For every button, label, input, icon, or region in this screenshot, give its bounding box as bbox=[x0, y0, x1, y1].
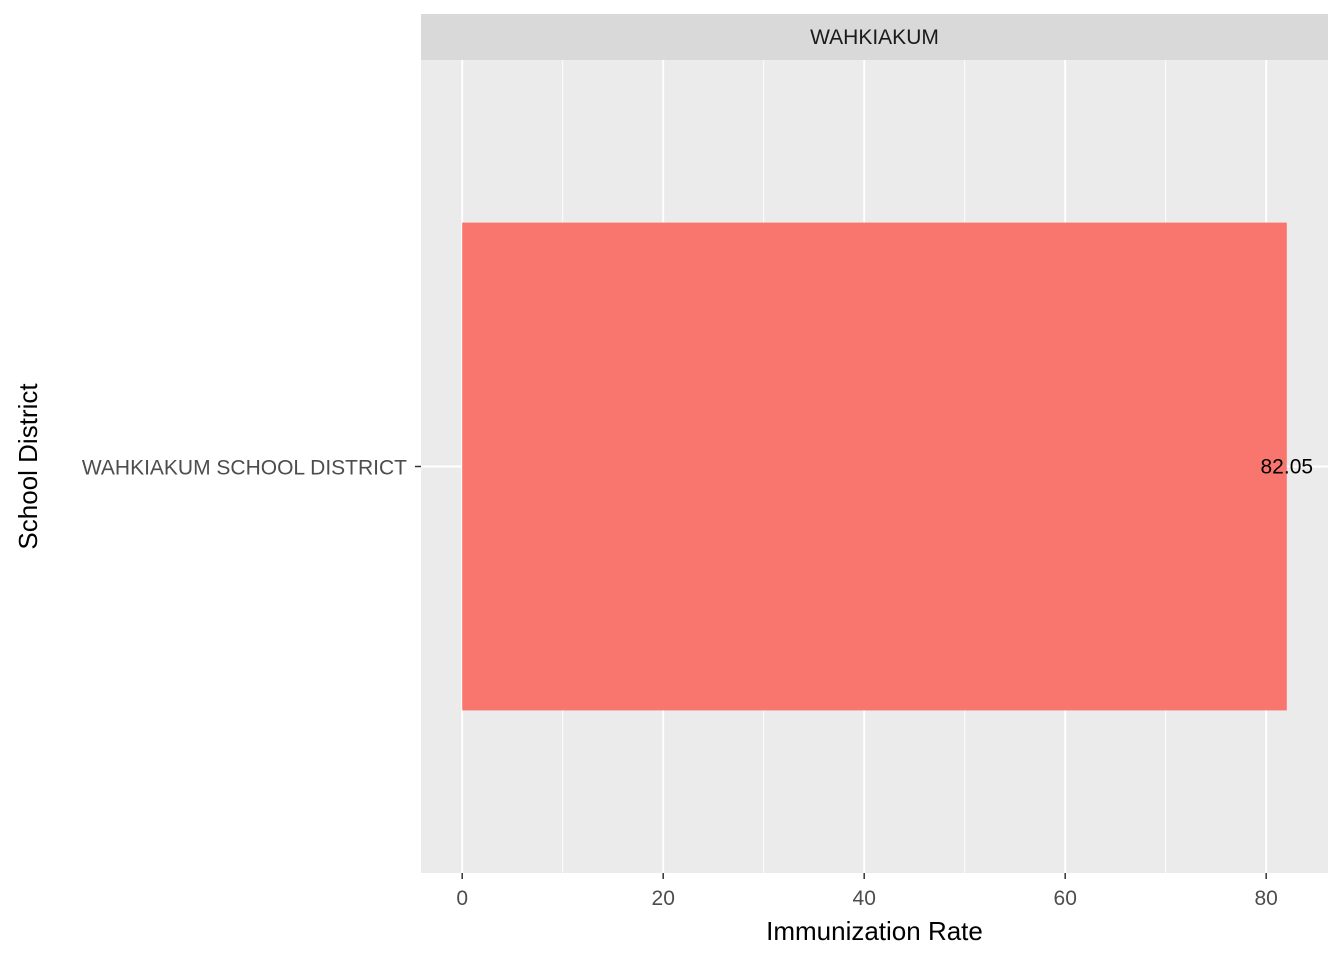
facet-strip bbox=[421, 14, 1328, 60]
x-tick-label: 0 bbox=[456, 887, 468, 910]
bar bbox=[462, 222, 1287, 711]
data-labels: 82.05 bbox=[1261, 456, 1314, 479]
x-tick-label: 40 bbox=[853, 887, 876, 910]
x-axis-title: Immunization Rate bbox=[766, 916, 983, 946]
facet-strip-label: WAHKIAKUM bbox=[810, 26, 939, 49]
y-axis-title: School District bbox=[13, 383, 43, 550]
y-axis-ticks: WAHKIAKUM SCHOOL DISTRICT bbox=[82, 457, 421, 480]
bars bbox=[462, 222, 1287, 711]
x-tick-label: 20 bbox=[652, 887, 675, 910]
data-label: 82.05 bbox=[1261, 456, 1314, 479]
x-tick-label: 80 bbox=[1255, 887, 1278, 910]
x-axis-ticks: 0 20 40 60 80 bbox=[456, 873, 1278, 910]
x-tick-label: 60 bbox=[1054, 887, 1077, 910]
y-tick-label: WAHKIAKUM SCHOOL DISTRICT bbox=[82, 457, 407, 480]
